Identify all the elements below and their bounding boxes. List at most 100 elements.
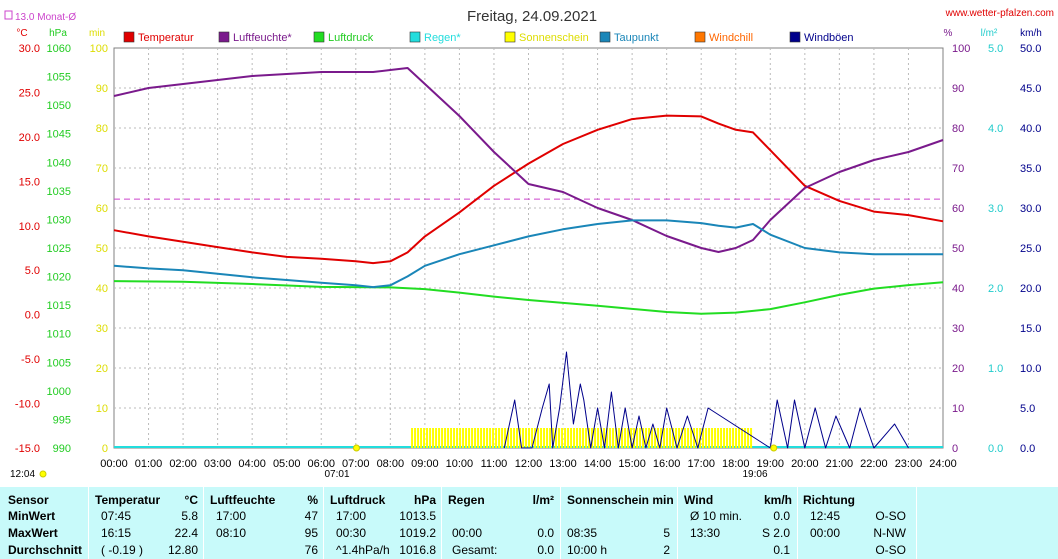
sunshine-bar <box>564 428 567 448</box>
sunshine-bar <box>417 428 420 448</box>
sunshine-bar <box>420 428 423 448</box>
series-line-taupunkt <box>113 219 943 289</box>
stats-rain-value: 0.0 <box>537 543 554 557</box>
sunshine-bar <box>681 428 684 448</box>
axis-unit-label: % <box>944 28 953 39</box>
sunset-marker <box>770 444 778 452</box>
y-tick-label: 0.0 <box>1020 443 1035 455</box>
axis-unit-label: min <box>89 28 105 39</box>
y-tick-label: 1030 <box>47 214 71 226</box>
y-tick-label: 40 <box>952 283 964 295</box>
x-tick-label: 18:00 <box>722 458 750 470</box>
sunshine-bar <box>423 428 426 448</box>
y-tick-label: 10.0 <box>1020 363 1041 375</box>
sunshine-bar <box>630 428 633 448</box>
stats-press-time: ^1.4hPa/h <box>336 543 390 557</box>
sunshine-bar <box>543 428 546 448</box>
x-tick-label: 21:00 <box>826 458 854 470</box>
stats-header-rain-unit: l/m² <box>532 493 554 507</box>
stats-header-dir: Richtung <box>803 493 855 507</box>
sunshine-bar <box>552 428 555 448</box>
column-separator <box>441 487 442 559</box>
sunshine-bar <box>708 428 711 448</box>
stats-rain-value: 0.0 <box>537 526 554 540</box>
sunshine-bar <box>462 428 465 448</box>
x-tick-label: 11:00 <box>481 458 508 470</box>
x-tick-label: 12:00 <box>515 458 543 470</box>
series-line-windben <box>503 351 909 449</box>
sunshine-bar <box>669 428 672 448</box>
sunshine-bar <box>522 428 525 448</box>
stats-wind-time: 13:30 <box>690 526 721 540</box>
stats-temp-time: ( -0.19 ) <box>101 543 144 557</box>
y-tick-label: 1055 <box>47 72 71 84</box>
stats-temp-value: 12.80 <box>167 543 198 557</box>
sunshine-bar <box>624 428 627 448</box>
sunshine-bar <box>747 428 750 448</box>
y-tick-label: -10.0 <box>15 399 40 411</box>
stats-temp-time: 16:15 <box>101 526 132 540</box>
sunshine-bar <box>474 428 477 448</box>
y-tick-label: 30.0 <box>1020 203 1041 215</box>
sunshine-bar <box>504 428 507 448</box>
monthly-avg-marker <box>4 10 13 20</box>
stats-header-wind-unit: km/h <box>763 493 792 507</box>
legend-swatch <box>599 31 611 43</box>
sunshine-bar <box>663 428 666 448</box>
y-tick-label: -15.0 <box>15 443 40 455</box>
legend-swatch <box>694 31 706 43</box>
y-tick-label: 15.0 <box>1020 323 1041 335</box>
y-tick-label: 1045 <box>47 129 71 141</box>
y-tick-label: 50 <box>952 243 964 255</box>
sunshine-bar <box>468 428 471 448</box>
stats-header-sensor: Sensor <box>8 493 49 507</box>
y-tick-label: 1050 <box>47 100 71 112</box>
sunshine-bar <box>735 428 738 448</box>
sunshine-bar <box>600 428 603 448</box>
x-tick-label: 03:00 <box>204 458 232 470</box>
y-tick-label: 20 <box>96 363 108 375</box>
sunshine-bar <box>702 428 705 448</box>
time-left-sun-icon <box>39 470 47 478</box>
y-tick-label: 70 <box>96 163 108 175</box>
sunshine-bar <box>696 428 699 448</box>
legend-label: Luftdruck <box>328 32 374 44</box>
axis-unit-label: hPa <box>49 28 67 39</box>
stats-header-rain: Regen <box>448 493 485 507</box>
stats-hum-value: 95 <box>304 526 318 540</box>
y-tick-label: 1015 <box>47 300 71 312</box>
legend-label: Temperatur <box>138 32 194 44</box>
y-tick-label: 0.0 <box>25 310 40 322</box>
sunshine-bar <box>513 428 516 448</box>
sunshine-bar <box>450 428 453 448</box>
stats-hum-value: 47 <box>304 509 318 523</box>
x-tick-label: 04:00 <box>238 458 266 470</box>
sunshine-bar <box>528 428 531 448</box>
y-tick-label: 100 <box>90 43 108 55</box>
sunshine-bar <box>732 428 735 448</box>
sunshine-bar <box>645 428 648 448</box>
sunshine-bar <box>750 428 753 448</box>
legend-swatch <box>504 31 516 43</box>
x-tick-label: 19:00 <box>757 458 785 470</box>
sunshine-bar <box>720 428 723 448</box>
sunshine-bar <box>471 428 474 448</box>
y-tick-label: 60 <box>96 203 108 215</box>
stats-header-press-unit: hPa <box>413 493 436 507</box>
y-tick-label: 3.0 <box>988 203 1003 215</box>
sunshine-bar <box>540 428 543 448</box>
sunshine-bar <box>483 428 486 448</box>
stats-wind-time: Ø 10 min. <box>690 509 743 523</box>
x-tick-label: 10:00 <box>446 458 474 470</box>
sunshine-bar <box>453 428 456 448</box>
y-tick-label: 1010 <box>47 329 71 341</box>
sunshine-bar <box>501 428 504 448</box>
y-tick-label: 50 <box>96 243 108 255</box>
chart-title: Freitag, 24.09.2021 <box>467 8 597 25</box>
y-tick-label: 1005 <box>47 357 71 369</box>
sunshine-bar <box>723 428 726 448</box>
y-tick-label: 0.0 <box>988 443 1003 455</box>
y-tick-label: 50.0 <box>1020 43 1041 55</box>
sunshine-bar <box>690 428 693 448</box>
sunshine-bar <box>411 428 414 448</box>
